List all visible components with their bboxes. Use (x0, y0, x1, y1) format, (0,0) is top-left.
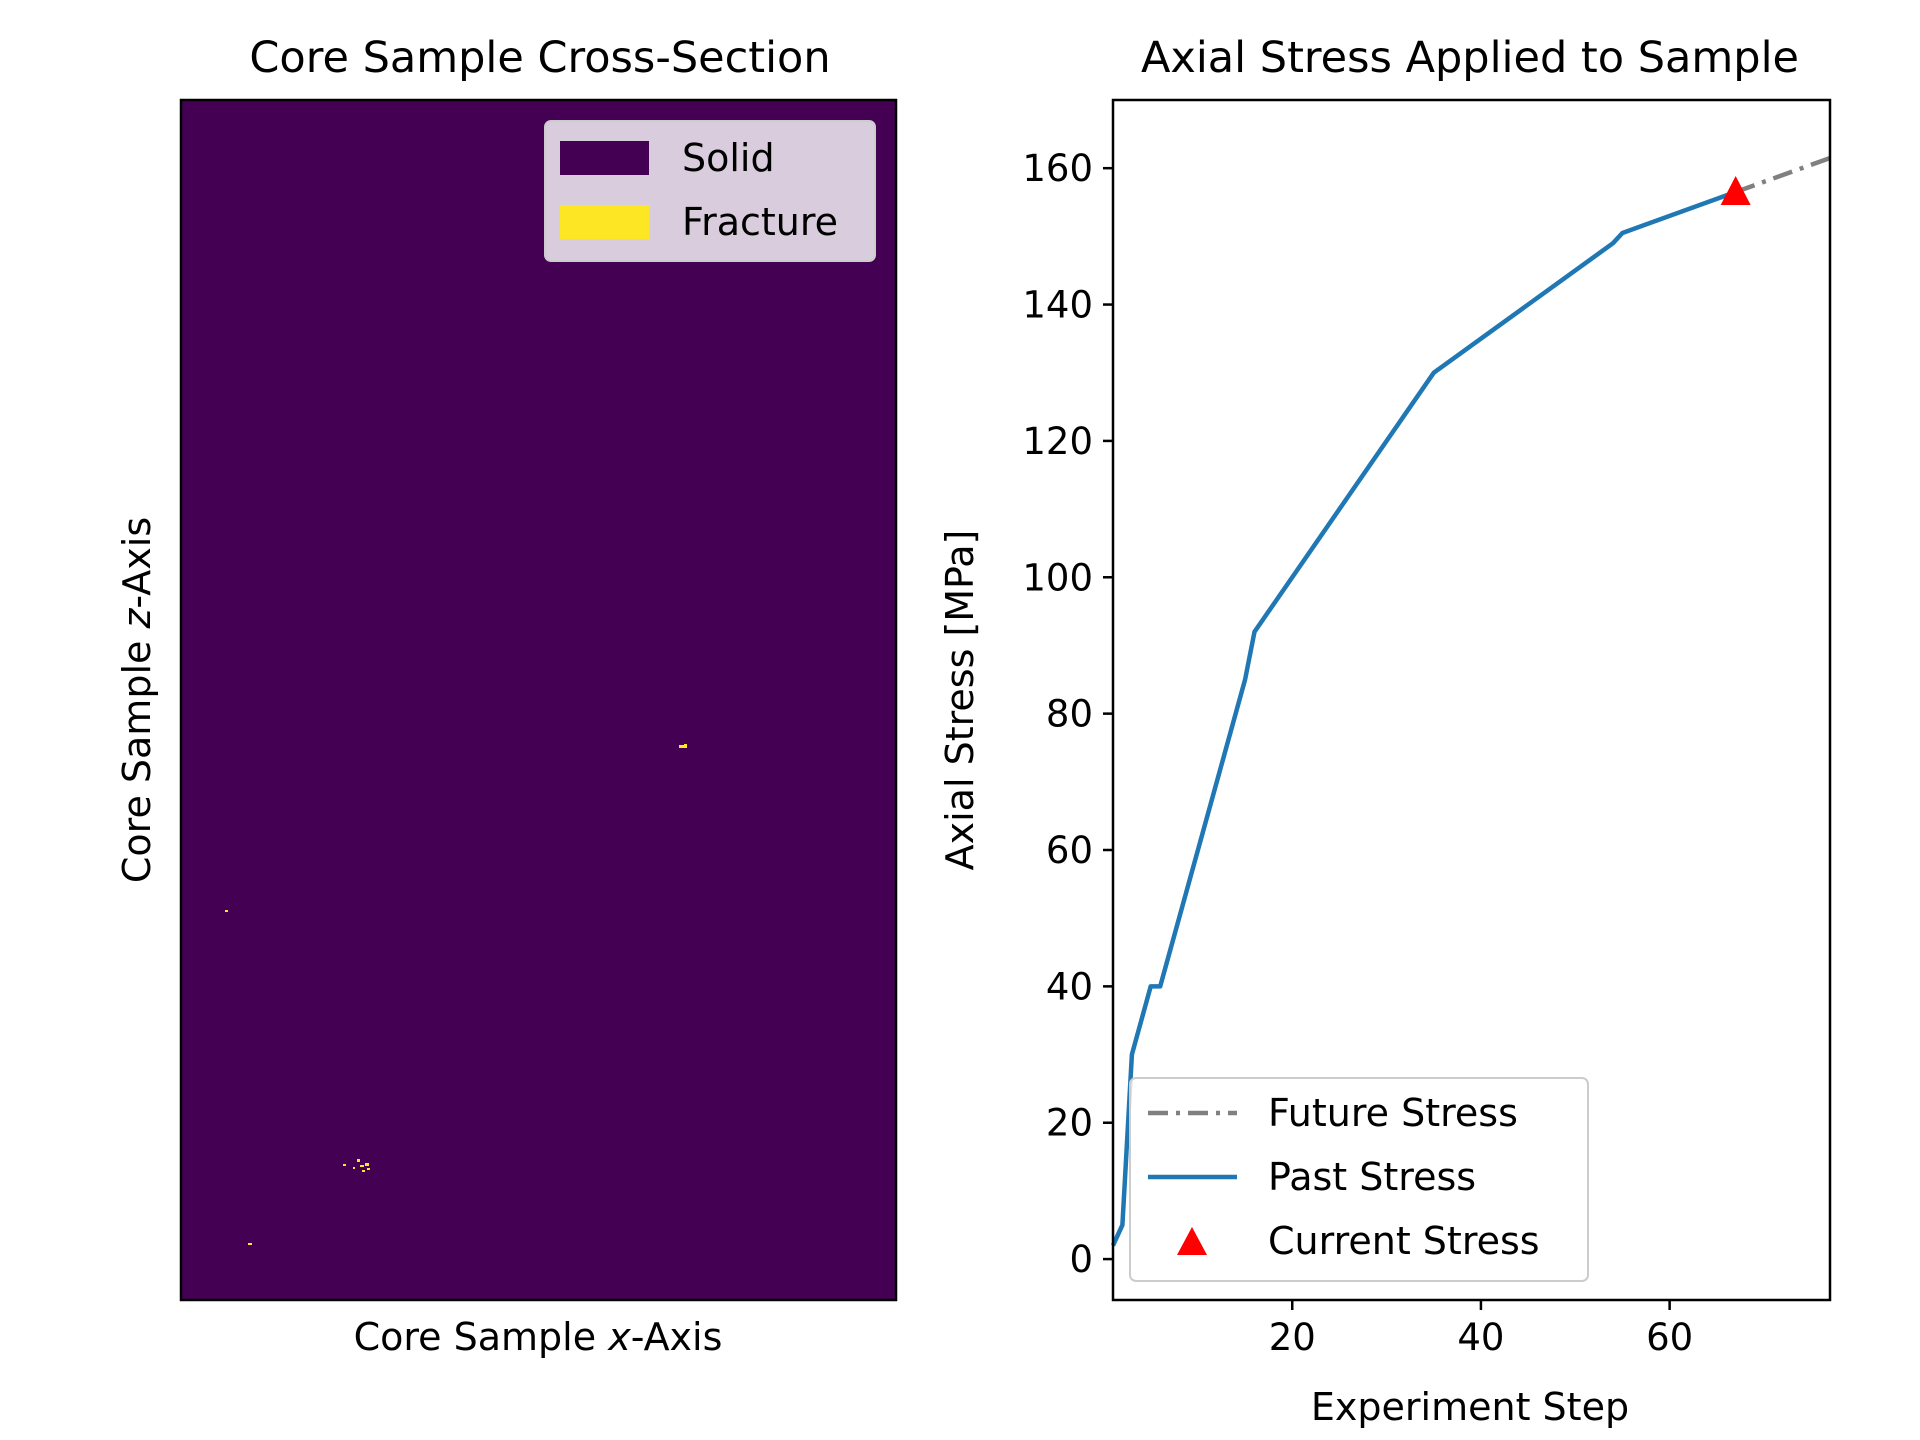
right-chart-title: Axial Stress Applied to Sample (1141, 33, 1799, 83)
legend-label-past-stress: Past Stress (1268, 1155, 1476, 1199)
legend-label-solid: Solid (682, 136, 775, 180)
y-tick-label: 160 (1022, 147, 1093, 190)
right-x-axis-label: Experiment Step (1311, 1385, 1629, 1429)
fracture-speck (679, 745, 687, 748)
left-plot-frame (179, 98, 898, 1302)
left-y-axis-label: Core Sample z-Axis (115, 517, 159, 883)
y-tick-label: 40 (1046, 965, 1093, 1008)
legend-label-fracture: Fracture (682, 200, 838, 244)
y-tick-label: 0 (1069, 1238, 1093, 1281)
fracture-speck (353, 1167, 355, 1169)
y-tick-label: 20 (1046, 1102, 1093, 1145)
left-x-axis-label: Core Sample x-Axis (354, 1315, 723, 1359)
legend-swatch-fracture (560, 205, 649, 239)
fracture-speck (357, 1159, 360, 1162)
fracture-speck (248, 1243, 252, 1245)
y-tick-label: 120 (1022, 420, 1093, 463)
fracture-speck (365, 1163, 369, 1166)
y-tick-label: 80 (1046, 693, 1093, 736)
x-tick-label: 40 (1457, 1316, 1504, 1359)
right-series (1110, 155, 1831, 1247)
fracture-speck (684, 744, 687, 747)
right-legend: Future Stress Past Stress Current Stress (1129, 1077, 1589, 1282)
right-plot-frame (1111, 98, 1832, 1302)
left-legend: Solid Fracture (544, 120, 876, 262)
x-tick-label: 60 (1646, 1316, 1693, 1359)
future-stress-line (1734, 155, 1831, 195)
y-tick-label: 140 (1022, 284, 1093, 327)
y-tick-label: 100 (1022, 556, 1093, 599)
legend-marker-current-stress (1177, 1227, 1207, 1255)
legend-swatch-solid (560, 141, 649, 175)
fracture-speck (367, 1168, 370, 1170)
legend-label-future-stress: Future Stress (1268, 1091, 1518, 1135)
fracture-speck (362, 1170, 365, 1172)
left-chart-title: Core Sample Cross-Section (249, 33, 830, 83)
right-legend-box (1129, 1077, 1589, 1282)
past-stress-line (1110, 189, 1737, 1247)
x-tick-label: 20 (1269, 1316, 1316, 1359)
heatmap-area (181, 100, 896, 1300)
current-stress-marker (1720, 176, 1751, 206)
right-axis-ticks: 0 20 40 60 80 100 120 140 160 20 40 60 (1022, 147, 1693, 1359)
fracture-speck (343, 1164, 346, 1166)
fracture-marks (225, 744, 687, 1245)
y-tick-label: 60 (1046, 829, 1093, 872)
fracture-speck (360, 1165, 364, 1167)
fracture-speck (225, 910, 228, 912)
legend-label-current-stress: Current Stress (1268, 1219, 1540, 1263)
right-y-axis-label: Axial Stress [MPa] (938, 530, 982, 871)
